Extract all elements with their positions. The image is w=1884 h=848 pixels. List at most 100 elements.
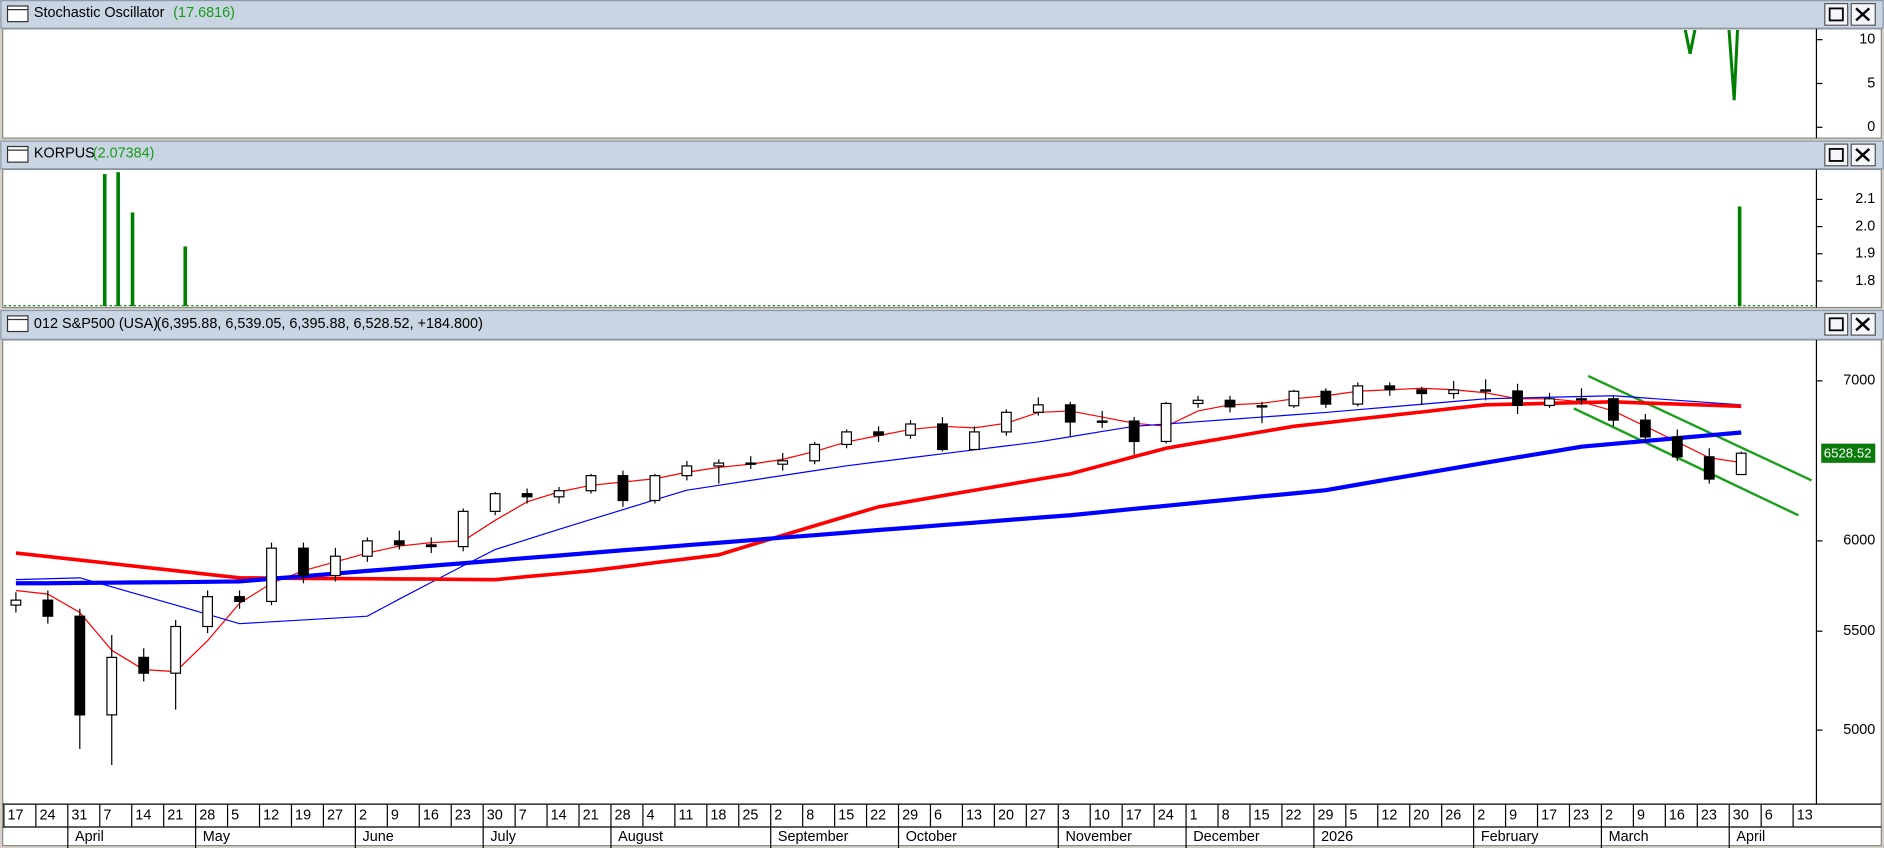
x-tick-label: 24 (39, 807, 55, 823)
maximize-button[interactable] (1824, 143, 1849, 167)
x-tick-label: 21 (167, 807, 183, 823)
stochastic-panel (2, 28, 1882, 139)
bar (183, 246, 188, 307)
x-tick-label: 22 (870, 807, 886, 823)
last-price-tag (1821, 443, 1876, 463)
month-label: December (1193, 829, 1260, 845)
close-button[interactable] (1850, 143, 1876, 167)
y-tick-label: 2.1 (1855, 191, 1875, 207)
candle-body (74, 615, 86, 716)
bar (102, 174, 107, 307)
x-tick-label: 20 (998, 807, 1014, 823)
x-tick-label: 29 (902, 807, 918, 823)
month-label: May (203, 829, 231, 845)
candle-body (42, 599, 54, 617)
x-tick-label: 12 (1381, 807, 1397, 823)
close-button[interactable] (1850, 312, 1876, 336)
close-button[interactable] (1850, 3, 1876, 26)
x-tick-label: 2 (774, 807, 782, 823)
x-tick-label: 17 (8, 807, 24, 823)
panel-title: Stochastic Oscillator (34, 5, 165, 21)
x-tick-label: 12 (263, 807, 279, 823)
candle-body (106, 656, 118, 716)
x-tick-label: 8 (1222, 807, 1230, 823)
panel-value: (6,395.88, 6,539.05, 6,395.88, 6,528.52,… (156, 316, 482, 332)
candle-body (841, 431, 853, 446)
x-tick-label: 13 (1797, 807, 1813, 823)
x-tick-label: 6 (1765, 807, 1773, 823)
candle-body (1224, 399, 1236, 408)
candle-body (457, 510, 469, 548)
x-tick-label: 14 (135, 807, 151, 823)
x-tick-label: 23 (1573, 807, 1589, 823)
x-tick-label: 22 (1286, 807, 1302, 823)
x-tick-label: 5 (1349, 807, 1357, 823)
header-bar (0, 309, 1884, 340)
panel-header: Stochastic Oscillator (17.6816) (0, 0, 1884, 29)
x-tick-label: 31 (71, 807, 87, 823)
bar (116, 172, 120, 307)
x-tick-label: 10 (1094, 807, 1110, 823)
month-label: September (778, 829, 849, 845)
x-tick-label: 20 (1413, 807, 1429, 823)
plot-area (102, 172, 1742, 307)
x-tick-label: 25 (742, 807, 758, 823)
candle-body (777, 460, 789, 465)
candle-body (1128, 420, 1140, 443)
x-tick-label: 28 (199, 807, 215, 823)
price-panel (2, 339, 1882, 847)
x-tick-label: 17 (1126, 807, 1142, 823)
candle-body (1544, 398, 1555, 407)
candle-body (425, 544, 437, 548)
y-tick-label: 5000 (1843, 722, 1875, 738)
header-bar (0, 0, 1884, 29)
candle-body (521, 493, 533, 498)
y-tick-label: 2.0 (1855, 218, 1875, 234)
x-tick-label: 3 (1062, 807, 1070, 823)
y-tick-label: 1.9 (1855, 246, 1875, 262)
candle-body (234, 596, 245, 603)
month-label: 2026 (1321, 829, 1353, 845)
x-tick-label: 30 (1733, 807, 1749, 823)
header-bar (0, 140, 1884, 170)
x-tick-label: 5 (231, 807, 239, 823)
x-tick-label: 15 (1254, 807, 1270, 823)
candle-body (681, 465, 693, 477)
month-label: February (1481, 829, 1539, 845)
panel-header: KORPUS (2.07384) (0, 140, 1884, 170)
month-label: November (1065, 829, 1132, 845)
x-tick-label: 11 (678, 807, 693, 823)
x-tick-label: 19 (295, 807, 311, 823)
candle-body (1416, 389, 1428, 395)
month-label: April (75, 829, 104, 845)
candle-body (1064, 404, 1076, 423)
maximize-button[interactable] (1824, 3, 1849, 26)
month-label: October (906, 829, 957, 845)
candle-body (329, 555, 341, 577)
panel-value: (2.07384) (93, 146, 155, 162)
candle-body (713, 462, 725, 467)
candle-body (1735, 452, 1747, 476)
x-tick-label: 16 (1669, 807, 1685, 823)
candle-body (298, 547, 309, 577)
candle-body (361, 540, 373, 557)
y-tick-label: 6000 (1843, 533, 1875, 549)
candle-body (617, 475, 629, 502)
x-tick-label: 9 (1637, 807, 1645, 823)
maximize-button[interactable] (1824, 312, 1849, 336)
y-tick-label: 5 (1867, 75, 1875, 91)
candle-body (905, 423, 916, 436)
y-tick-label: 10 (1859, 31, 1875, 47)
x-tick-label: 24 (1158, 807, 1174, 823)
month-label: July (490, 829, 516, 845)
bar (1737, 206, 1742, 307)
x-tick-label: 23 (455, 807, 471, 823)
x-tick-label: 18 (710, 807, 726, 823)
x-tick-label: 2 (1477, 807, 1485, 823)
candle-body (393, 540, 405, 546)
panel-value: (17.6816) (173, 5, 235, 21)
panel-icon (6, 145, 29, 163)
candle-body (937, 423, 948, 451)
y-tick-label: 7000 (1843, 373, 1875, 389)
